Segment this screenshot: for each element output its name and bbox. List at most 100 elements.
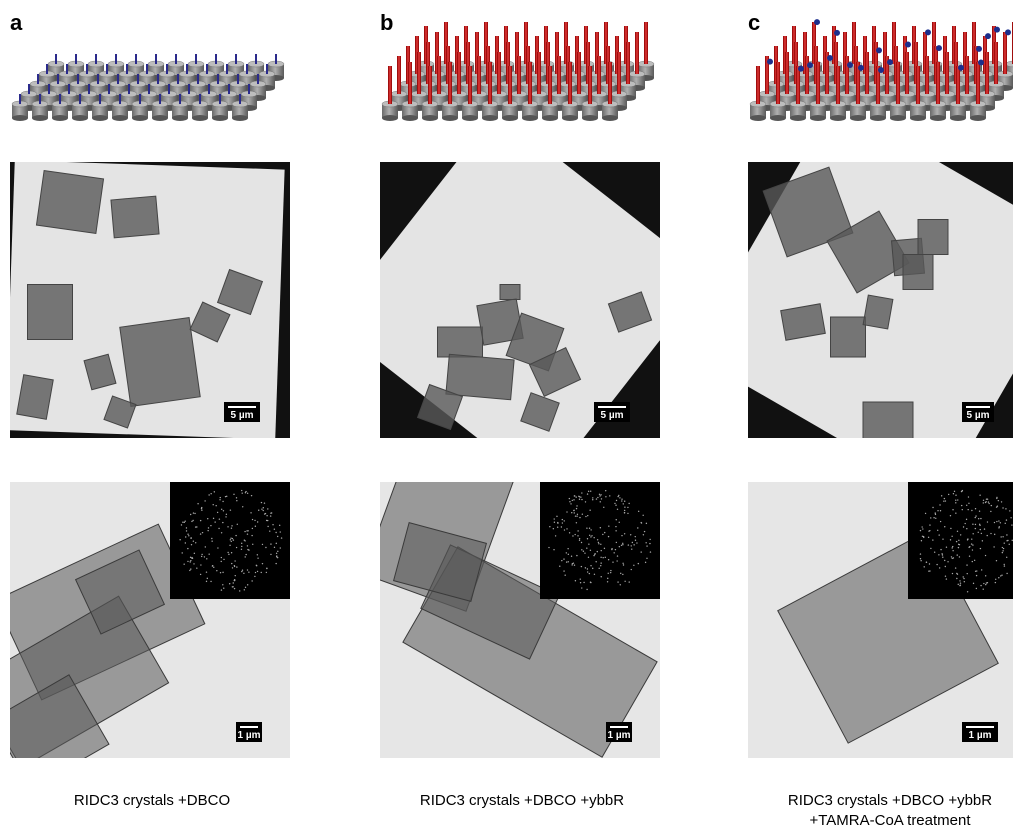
fft-speckle	[998, 500, 999, 501]
fft-speckle	[998, 527, 999, 528]
fft-speckle	[599, 495, 600, 496]
rod	[417, 52, 421, 94]
fft-speckle	[580, 582, 581, 583]
fft-speckle	[946, 547, 947, 548]
fft-speckle	[950, 515, 951, 516]
fft-speckle	[622, 563, 623, 564]
cylinder-base	[92, 115, 108, 121]
cylinder-base	[890, 115, 906, 121]
fft-speckle	[571, 556, 572, 557]
crystal	[36, 171, 103, 234]
fft-speckle	[1009, 510, 1010, 511]
cylinder-base	[12, 115, 28, 121]
fft-speckle	[585, 516, 586, 517]
fft-speckle	[234, 588, 235, 589]
fft-speckle	[959, 580, 960, 581]
fft-speckle	[579, 540, 580, 541]
fft-speckle	[643, 534, 644, 535]
fft-speckle	[967, 509, 968, 510]
rod	[568, 62, 572, 104]
fft-speckle	[1006, 573, 1007, 574]
fft-speckle	[256, 565, 257, 566]
fft-speckle	[270, 543, 271, 544]
fft-speckle	[1002, 552, 1003, 553]
fft-speckle	[587, 571, 588, 572]
fft-speckle	[955, 495, 956, 496]
fft-speckle	[221, 589, 222, 590]
fft-speckle	[612, 561, 613, 562]
fft-speckle	[589, 535, 590, 536]
fft-speckle	[586, 589, 587, 590]
dye	[925, 29, 931, 35]
rod	[517, 56, 521, 94]
fft-speckle	[996, 521, 997, 522]
fft-speckle	[971, 510, 972, 511]
fft-speckle	[939, 504, 940, 505]
fft-speckle	[569, 501, 570, 502]
fft-speckle	[581, 549, 582, 550]
fft-speckle	[1010, 517, 1011, 518]
fft-speckle	[590, 491, 591, 492]
rod	[408, 62, 412, 104]
fft-speckle	[585, 567, 586, 568]
fft-speckle	[266, 515, 267, 516]
dye	[936, 45, 942, 51]
fft-speckle	[608, 525, 609, 526]
fft-speckle	[570, 503, 571, 504]
fft-speckle	[231, 541, 232, 542]
cylinder-base	[52, 115, 68, 121]
fft-speckle	[231, 563, 232, 564]
fft-speckle	[630, 534, 631, 535]
fft-speckle	[206, 571, 207, 572]
fft-speckle	[581, 499, 582, 500]
fft-speckle	[982, 540, 983, 541]
fft-speckle	[583, 582, 584, 583]
cylinder-base	[750, 115, 766, 121]
fft-speckle	[979, 524, 980, 525]
fft-speckle	[184, 522, 185, 523]
fft-speckle	[1005, 523, 1006, 524]
fft-speckle	[219, 499, 220, 500]
crystal	[903, 255, 933, 290]
fft-speckle	[281, 537, 282, 538]
fft-speckle	[582, 514, 583, 515]
fft-speckle	[922, 528, 923, 529]
fft-speckle	[955, 500, 956, 501]
fft-speckle	[275, 563, 276, 564]
fft-speckle	[944, 526, 945, 527]
fft-speckle	[950, 539, 951, 540]
rod	[388, 66, 392, 104]
dye	[878, 67, 884, 73]
fft-speckle	[951, 547, 952, 548]
fft-speckle	[925, 513, 926, 514]
fft-speckle	[262, 544, 263, 545]
fft-speckle	[204, 500, 205, 501]
fft-speckle	[978, 532, 979, 533]
fft-speckle	[604, 532, 605, 533]
fft-speckle	[929, 524, 930, 525]
fft-speckle	[935, 514, 936, 515]
fft-speckle	[277, 557, 278, 558]
fft-speckle	[984, 528, 985, 529]
rod	[785, 52, 789, 94]
rod	[896, 62, 900, 104]
fft-speckle	[940, 549, 941, 550]
cylinder-base	[930, 115, 946, 121]
scale-bar-label: 5 µm	[231, 410, 254, 421]
fft-speckle	[583, 551, 584, 552]
rod	[945, 52, 949, 94]
fft-speckle	[615, 530, 616, 531]
fft-speckle	[241, 543, 242, 544]
fft-speckle	[967, 573, 968, 574]
fft-speckle	[623, 564, 624, 565]
fft-speckle	[598, 542, 599, 543]
fft-speckle	[640, 551, 641, 552]
fft-speckle	[232, 586, 233, 587]
fft-speckle	[952, 573, 953, 574]
fft-speckle	[219, 518, 220, 519]
fft-speckle	[201, 508, 202, 509]
fft-speckle	[236, 500, 237, 501]
fft-speckle	[957, 574, 958, 575]
fft-speckle	[609, 495, 610, 496]
panel-label: a	[10, 10, 23, 35]
